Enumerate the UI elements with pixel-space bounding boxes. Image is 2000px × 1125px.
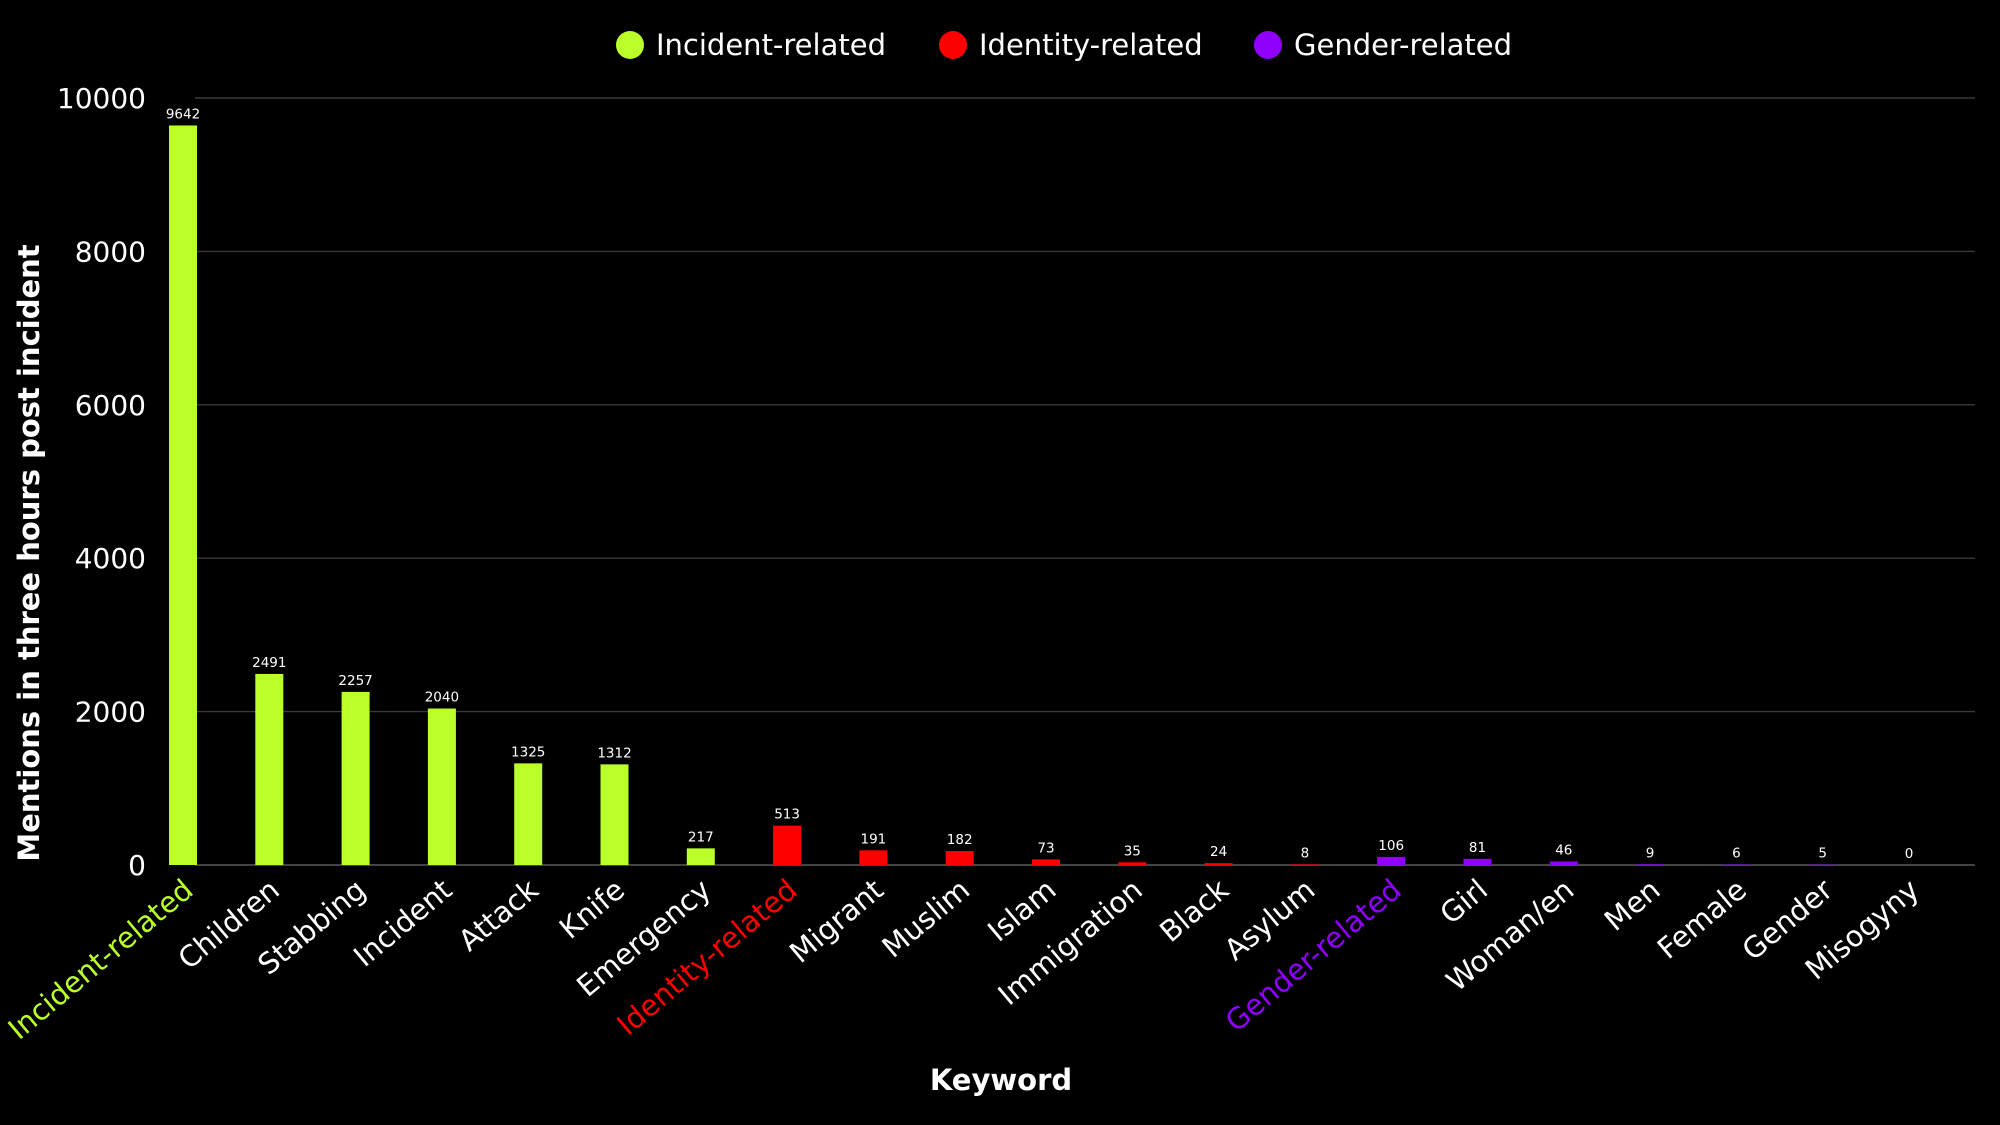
y-axis-ticks: 0 2000 4000 6000 8000 10000 [57,82,146,882]
y-tick-label: 6000 [75,389,146,422]
bar-men [1636,864,1665,865]
y-tick-label: 8000 [75,235,146,268]
bar-children [255,673,284,865]
legend-label-identity-related: Identity-related [979,28,1203,62]
value-label-misogyny: 0 [1905,846,1914,862]
bar-islam [1032,859,1060,865]
bars [169,125,1837,865]
legend: Incident-related Identity-related Gender-r… [616,28,1512,62]
value-label-knife: 1312 [597,745,631,761]
bar-woman-en [1549,861,1578,865]
value-label-immigration: 35 [1124,843,1141,859]
bar-attack [514,763,543,865]
x-tick-label-girl: Girl [1433,872,1494,931]
value-labels: 9642 2491 2257 2040 1325 1312 217 513 191 182 73 35… [166,106,1913,862]
bar-black [1204,863,1233,865]
value-label-muslim: 182 [947,832,973,848]
bar-emergency [686,848,715,865]
x-axis-ticks: Incident-relatedChildrenStabbingIncident… [1,872,1925,1046]
bar-immigration [1118,862,1147,865]
x-tick-label-attack: Attack [452,872,545,958]
bar-asylum [1290,864,1319,865]
bar-incident [427,708,456,865]
y-tick-label: 4000 [75,542,146,575]
value-label-identity-related: 513 [774,807,800,823]
bar-stabbing [341,691,370,865]
value-label-black: 24 [1210,844,1227,860]
value-label-migrant: 191 [861,831,887,847]
value-label-incident: 2040 [425,690,459,706]
x-tick-label-men: Men [1598,872,1667,937]
x-tick-label-knife: Knife [553,872,631,945]
legend-label-gender-related: Gender-related [1294,28,1512,62]
bar-girl [1463,858,1492,865]
x-axis-title: Keyword [930,1063,1072,1097]
value-label-incident-related: 9642 [166,106,200,122]
gridlines [195,97,1975,866]
value-label-girl: 81 [1469,840,1486,856]
bar-identity-related [773,825,802,865]
value-label-asylum: 8 [1301,845,1310,861]
bar-muslim [945,851,974,865]
legend-marker-identity-related [939,31,967,59]
bar-incident-related [169,125,197,865]
bar-migrant [859,850,888,865]
value-label-men: 9 [1646,845,1655,861]
value-label-gender: 5 [1818,846,1827,862]
y-tick-label: 10000 [57,82,146,115]
legend-label-incident-related: Incident-related [656,28,886,62]
x-tick-label-incident-related: Incident-related [1,872,199,1046]
value-label-children: 2491 [252,655,286,671]
y-axis-title: Mentions in three hours post incident [12,244,46,861]
x-tick-label-migrant: Migrant [783,872,890,969]
value-label-islam: 73 [1037,840,1054,856]
value-label-emergency: 217 [688,829,714,845]
value-label-female: 6 [1732,846,1741,862]
legend-marker-gender-related [1254,31,1282,59]
x-tick-label-incident: Incident [347,872,458,973]
legend-marker-incident-related [616,31,644,59]
bar-knife [600,764,629,865]
value-label-woman-en: 46 [1555,842,1572,858]
x-tick-label-muslim: Muslim [876,872,977,964]
y-tick-label: 0 [128,849,146,882]
value-label-stabbing: 2257 [338,673,372,689]
bar-gender-related [1377,856,1406,865]
y-tick-label: 2000 [75,696,146,729]
x-tick-label-female: Female [1651,872,1753,965]
value-label-attack: 1325 [511,744,545,760]
value-label-gender-related: 106 [1378,838,1404,854]
